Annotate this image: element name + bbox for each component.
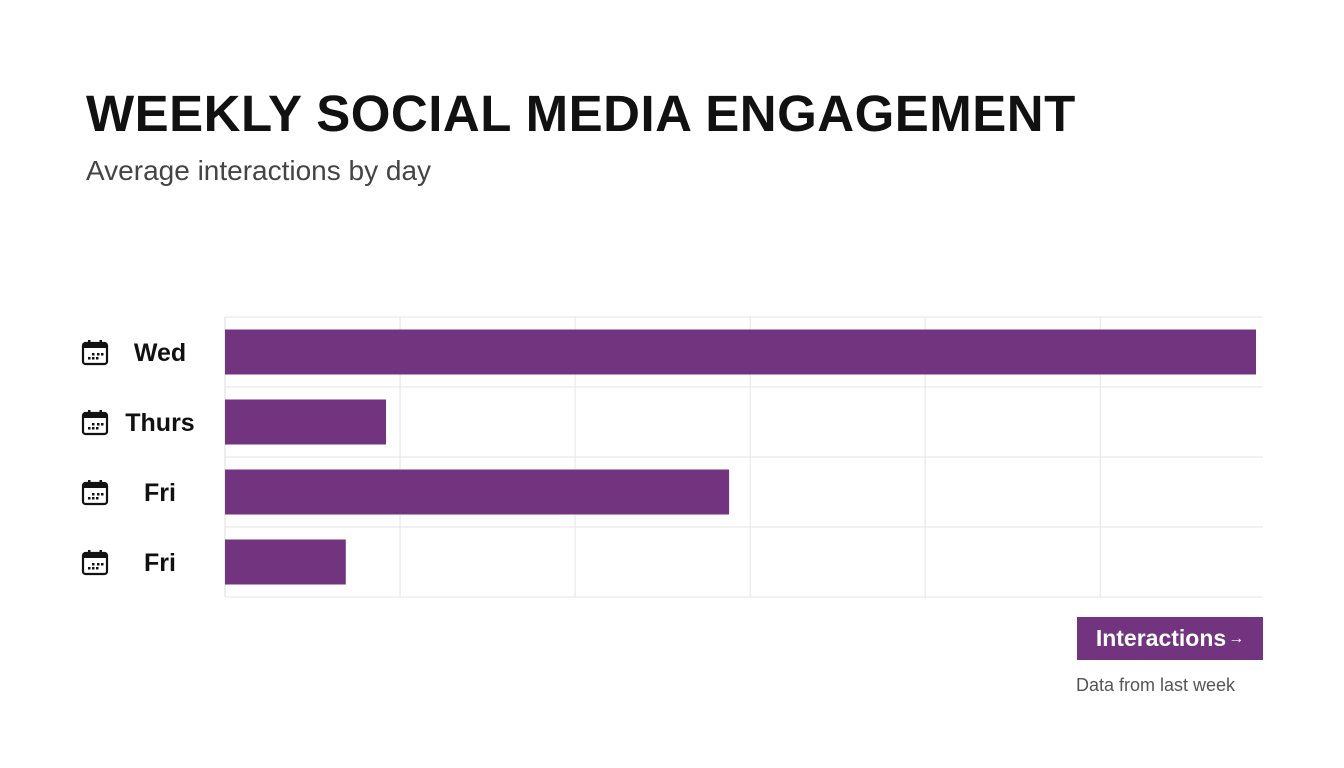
calendar-icon: [81, 340, 109, 366]
category-label: Wed: [134, 339, 186, 367]
bar-fri: [225, 539, 346, 585]
chart-subtitle: Average interactions by day: [86, 155, 432, 186]
chart-title: WEEKLY SOCIAL MEDIA ENGAGEMENT: [86, 85, 1076, 142]
bar-thurs: [225, 399, 387, 445]
category-label: Fri: [144, 549, 176, 577]
legend-label: Interactions: [1095, 625, 1227, 651]
category-label: Thurs: [125, 409, 194, 437]
calendar-icon: [81, 410, 109, 436]
legend-interactions-button[interactable]: Interactions →: [1077, 617, 1263, 660]
bar-wed: [225, 329, 1256, 375]
data-note: Data from last week: [1076, 675, 1236, 695]
calendar-icon: [81, 480, 109, 506]
arrow-right-icon: →: [1228, 629, 1245, 647]
calendar-icon: [81, 550, 109, 576]
category-label: Fri: [144, 479, 176, 507]
bar-fri: [225, 469, 730, 515]
